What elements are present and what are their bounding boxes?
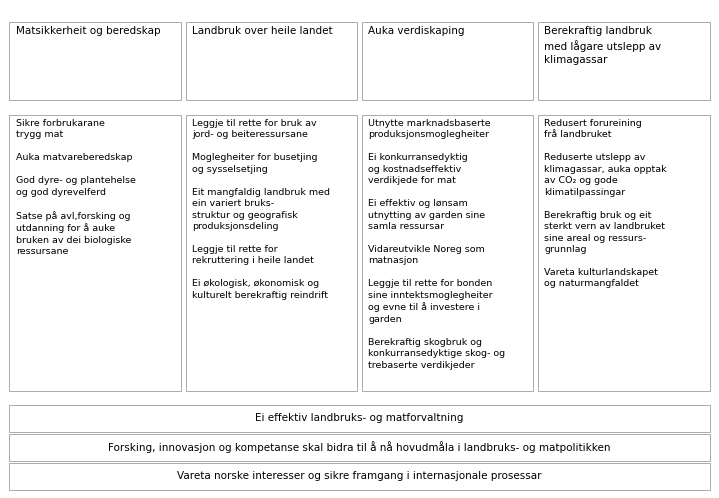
FancyBboxPatch shape	[538, 115, 710, 391]
Text: Vareta norske interesser og sikre framgang i internasjonale prosessar: Vareta norske interesser og sikre framga…	[178, 471, 541, 481]
Text: Forsking, innovasjon og kompetanse skal bidra til å nå hovudmåla i landbruks- og: Forsking, innovasjon og kompetanse skal …	[109, 441, 610, 453]
FancyBboxPatch shape	[362, 22, 533, 100]
FancyBboxPatch shape	[9, 115, 181, 391]
Text: Landbruk over heile landet: Landbruk over heile landet	[192, 26, 333, 36]
Text: Sikre forbrukarane
trygg mat

Auka matvareberedskap

God dyre- og plantehelse
og: Sikre forbrukarane trygg mat Auka matvar…	[16, 119, 136, 256]
FancyBboxPatch shape	[538, 22, 710, 100]
Text: Redusert forureining
frå landbruket

Reduserte utslepp av
klimagassar, auka oppt: Redusert forureining frå landbruket Redu…	[544, 119, 667, 288]
Text: Berekraftig landbruk
med lågare utslepp av
klimagassar: Berekraftig landbruk med lågare utslepp …	[544, 26, 661, 65]
Text: Matsikkerheit og beredskap: Matsikkerheit og beredskap	[16, 26, 160, 36]
FancyBboxPatch shape	[362, 115, 533, 391]
FancyBboxPatch shape	[9, 463, 710, 490]
Text: Leggje til rette for bruk av
jord- og beiteressursane

Moglegheiter for busetjin: Leggje til rette for bruk av jord- og be…	[192, 119, 330, 300]
Text: Auka verdiskaping: Auka verdiskaping	[368, 26, 464, 36]
FancyBboxPatch shape	[9, 434, 710, 461]
FancyBboxPatch shape	[186, 115, 357, 391]
Text: Utnytte marknadsbaserte
produksjonsmoglegheiter

Ei konkurransedyktig
og kostnad: Utnytte marknadsbaserte produksjonsmogle…	[368, 119, 505, 370]
FancyBboxPatch shape	[9, 405, 710, 432]
FancyBboxPatch shape	[9, 22, 181, 100]
Text: Ei effektiv landbruks- og matforvaltning: Ei effektiv landbruks- og matforvaltning	[255, 413, 464, 423]
FancyBboxPatch shape	[186, 22, 357, 100]
